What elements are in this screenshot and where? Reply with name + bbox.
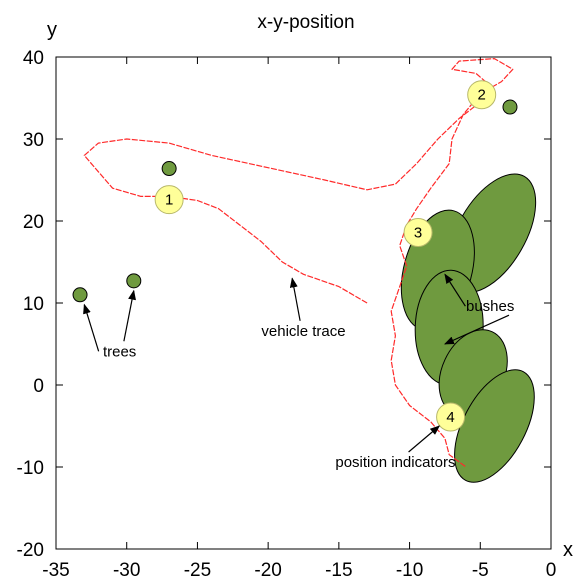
annotation-arrow [289, 277, 301, 321]
tree-marker [72, 287, 88, 303]
plot-frame [55, 56, 552, 550]
x-tick-label: 0 [546, 560, 557, 581]
position-indicator: 4 [436, 402, 466, 432]
position-indicator-circle [436, 402, 466, 432]
annotation-label: bushes [466, 298, 514, 315]
position-indicator: 2 [467, 80, 497, 110]
x-tick-label: -35 [42, 560, 69, 581]
y-tick-label: 10 [23, 294, 44, 315]
axis-ticks: -35 -30 -25 -20 -15 -10 -5 0 -20 -10 0 10 20 30 40 [17, 48, 557, 581]
tree-marker [502, 99, 518, 115]
bush [454, 369, 535, 483]
position-indicator-number: 4 [446, 409, 454, 426]
annotation-label: trees [103, 343, 136, 360]
x-tick-label: -10 [396, 560, 423, 581]
tree-marker [161, 161, 177, 177]
x-axis-label: x [563, 539, 573, 561]
x-tick-label: -15 [325, 560, 352, 581]
position-indicator: 3 [403, 217, 433, 247]
annotation-label: vehicle trace [261, 323, 345, 340]
annotation-arrow [123, 289, 136, 342]
x-tick-label: -30 [113, 560, 140, 581]
y-tick-label: -10 [17, 458, 44, 479]
x-tick-label: -20 [254, 560, 281, 581]
y-tick-label: 40 [23, 48, 44, 69]
annotation-arrow [444, 273, 466, 307]
annotation-label: position indicators [335, 454, 455, 471]
y-tick-label: -20 [17, 540, 44, 561]
plot-area: 1 2 3 4 trees vehicle trace bushes position ind… [72, 58, 537, 483]
annotation-arrow [444, 314, 510, 345]
y-tick-label: 0 [33, 376, 44, 397]
y-tick-label: 20 [23, 212, 44, 233]
position-indicator-circle [154, 185, 184, 215]
position-indicator-number: 2 [478, 87, 486, 104]
x-tick-label: -25 [184, 560, 211, 581]
position-indicator-number: 3 [414, 224, 422, 241]
chart-title: x-y-position [257, 12, 354, 33]
y-axis-label: y [47, 19, 57, 41]
y-tick-label: 30 [23, 130, 44, 151]
x-tick-label: -5 [472, 560, 489, 581]
position-indicator-number: 1 [165, 192, 173, 209]
position-indicator-circle [403, 217, 433, 247]
position-indicator: 1 [154, 185, 184, 215]
annotation-arrow [83, 303, 100, 352]
position-indicator-circle [467, 80, 497, 110]
annotation-arrow [408, 425, 441, 453]
tree-marker [126, 273, 142, 289]
